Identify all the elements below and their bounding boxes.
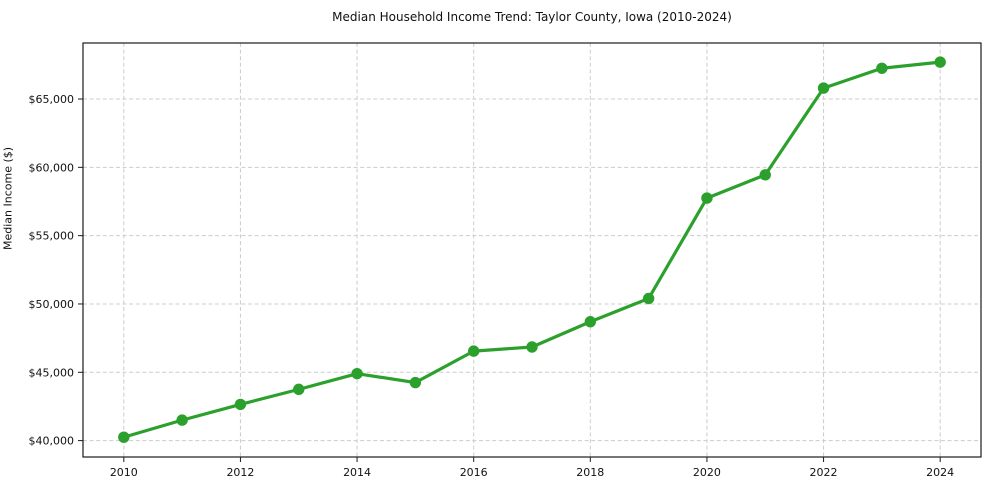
trend-line (122, 60, 942, 439)
data-point-2017 (526, 341, 538, 353)
data-point-2011 (176, 414, 188, 426)
data-point-2019 (642, 292, 655, 305)
x-tick-label: 2014 (343, 466, 371, 479)
y-tick-label: $65,000 (29, 93, 75, 106)
data-point-2013 (293, 383, 305, 396)
x-tick-label: 2018 (576, 466, 604, 479)
data-point-2012 (234, 398, 247, 411)
x-tick-label: 2010 (110, 466, 138, 479)
x-tick-label: 2016 (460, 466, 488, 479)
x-tick-label: 2022 (810, 466, 838, 479)
data-point-2022 (817, 82, 830, 94)
data-point-2023 (876, 62, 888, 74)
x-tick-label: 2020 (693, 466, 721, 479)
y-tick-label: $50,000 (29, 298, 75, 311)
y-tick-label: $40,000 (29, 435, 75, 448)
data-point-2018 (584, 316, 597, 328)
y-tick-label: $45,000 (29, 366, 75, 379)
data-point-2024 (934, 56, 946, 68)
data-point-2014 (351, 367, 363, 380)
data-point-2020 (701, 192, 713, 204)
data-point-2016 (467, 345, 480, 357)
y-tick-label: $60,000 (29, 161, 75, 174)
plot-frame (82, 42, 982, 458)
x-tick-label: 2024 (926, 466, 954, 479)
data-point-2010 (118, 431, 130, 443)
y-tick-label: $55,000 (29, 230, 75, 243)
data-point-2015 (409, 376, 422, 389)
data-point-2021 (759, 169, 771, 181)
x-tick-label: 2012 (226, 466, 254, 479)
chart-title: Median Household Income Trend: Taylor Co… (332, 10, 732, 24)
